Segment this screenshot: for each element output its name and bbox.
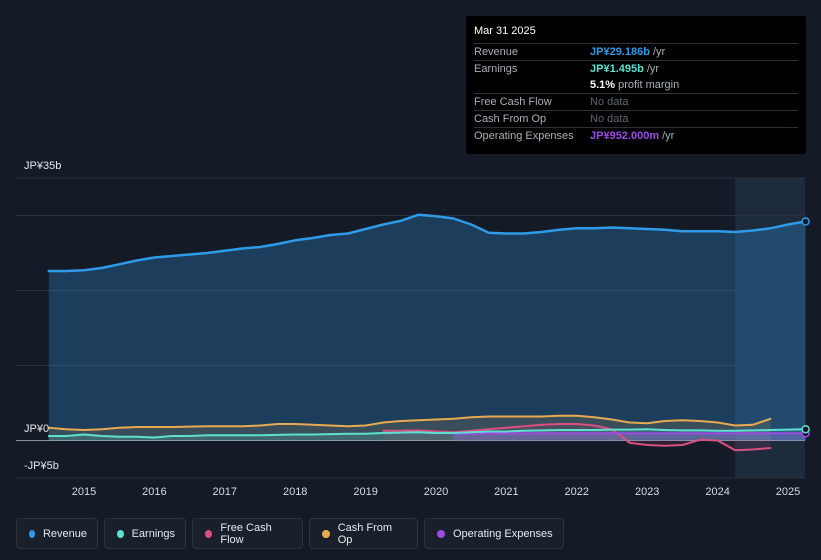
x-tick-label: 2019 (353, 486, 377, 498)
earnings-line (47, 428, 807, 439)
tooltip-date: Mar 31 2025 (474, 25, 536, 37)
data-tooltip: Mar 31 2025 Revenue JP¥29.186b /yr Earni… (466, 16, 806, 154)
tooltip-row-profit-margin: 5.1% profit margin (474, 77, 798, 93)
tooltip-value: No data (590, 96, 629, 108)
tooltip-row-operating-expenses: Operating Expenses JP¥952.000m /yr (474, 127, 798, 144)
revenue-line (47, 213, 807, 273)
tooltip-row-earnings: Earnings JP¥1.495b /yr (474, 60, 798, 77)
grid-lines (16, 177, 805, 479)
tooltip-label (474, 77, 590, 93)
operating-expenses-area (453, 433, 806, 441)
legend-label: Earnings (131, 527, 175, 540)
x-tick-label: 2020 (424, 486, 448, 498)
earnings-endpoint (801, 425, 810, 434)
x-tick-label: 2016 (142, 486, 166, 498)
tooltip-value: 5.1% (590, 79, 616, 91)
legend-dot-icon (117, 529, 124, 538)
series-endpoints (801, 217, 810, 438)
revenue-area (48, 214, 806, 441)
y-axis-top-label: JP¥35b (24, 160, 62, 172)
legend-dot-icon (29, 529, 35, 538)
legend-dot-icon (205, 529, 213, 538)
tooltip-label: Earnings (474, 63, 518, 75)
x-axis-ticks: 2015 2016 2017 2018 2019 2020 2021 2022 2023 2024… (72, 486, 800, 498)
x-tick-label: 2025 (776, 486, 800, 498)
y-axis-bottom-label: -JP¥5b (24, 460, 59, 472)
x-tick-label: 2022 (565, 486, 589, 498)
legend-label: Revenue (42, 527, 87, 540)
legend-item-cash-from-op[interactable]: Cash From Op (309, 518, 418, 549)
x-tick-label: 2024 (705, 486, 729, 498)
legend-dot-icon (437, 529, 445, 538)
tooltip-label: Cash From Op (474, 113, 547, 125)
legend-item-revenue[interactable]: Revenue (16, 518, 98, 549)
legend-dot-icon (322, 529, 330, 538)
x-tick-label: 2018 (283, 486, 307, 498)
tooltip-label: Free Cash Flow (474, 96, 552, 108)
legend-label: Operating Expenses (453, 527, 553, 540)
legend-item-free-cash-flow[interactable]: Free Cash Flow (192, 518, 303, 549)
x-tick-label: 2023 (635, 486, 659, 498)
series-areas (48, 214, 806, 451)
legend-item-earnings[interactable]: Earnings (104, 518, 186, 549)
tooltip-row-free-cash-flow: Free Cash Flow No data (474, 93, 798, 110)
x-tick-label: 2017 (213, 486, 237, 498)
tooltip-label: Operating Expenses (474, 130, 574, 142)
legend-label: Free Cash Flow (220, 521, 272, 546)
tooltip-unit: profit margin (618, 79, 680, 91)
series-lines (47, 213, 807, 452)
cash-from-op-line (47, 414, 772, 431)
legend-item-operating-expenses[interactable]: Operating Expenses (424, 518, 564, 549)
tooltip-row-revenue: Revenue JP¥29.186b /yr (474, 43, 798, 60)
tooltip-row-cash-from-op: Cash From Op No data (474, 110, 798, 127)
tooltip-unit: /yr (652, 46, 666, 58)
tooltip-value: No data (590, 113, 629, 125)
legend-label: Cash From Op (337, 521, 393, 546)
tooltip-value: JP¥952.000m (590, 130, 660, 142)
y-axis-zero-label: JP¥0 (24, 423, 50, 435)
tooltip-value: JP¥29.186b (590, 46, 650, 58)
tooltip-unit: /yr (662, 130, 675, 142)
tooltip-label: Revenue (474, 46, 519, 58)
x-tick-label: 2021 (494, 486, 518, 498)
tooltip-unit: /yr (646, 63, 660, 75)
x-tick-label: 2015 (72, 486, 96, 498)
revenue-endpoint (801, 217, 810, 226)
tooltip-value: JP¥1.495b (590, 63, 644, 75)
